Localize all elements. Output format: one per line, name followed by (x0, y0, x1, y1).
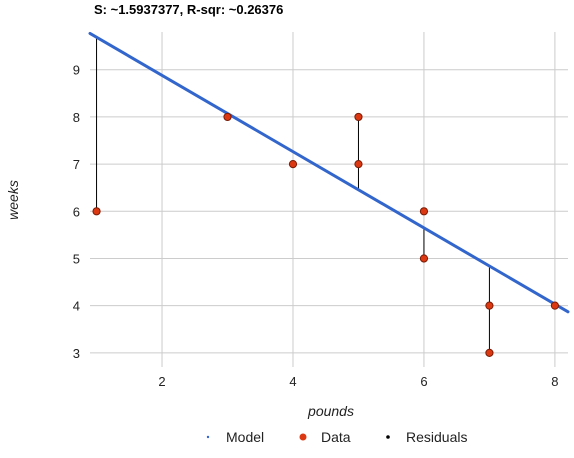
legend-marker (299, 433, 307, 441)
model-layer (88, 31, 570, 314)
x-tick-label: 8 (551, 374, 558, 389)
data-points-layer (92, 112, 560, 357)
y-tick-label: 4 (73, 299, 80, 314)
data-point (550, 301, 560, 310)
y-tick-label: 9 (73, 63, 80, 78)
data-point (223, 112, 232, 122)
y-tick-label: 3 (73, 346, 80, 361)
y-tick-label: 5 (73, 251, 80, 266)
residuals-layer (96, 37, 556, 353)
data-point (485, 348, 494, 357)
legend-label: Data (321, 429, 351, 445)
data-point (92, 207, 101, 216)
x-tick-label: 2 (158, 374, 165, 389)
legend-label: Residuals (406, 429, 467, 445)
x-tick-label: 4 (289, 374, 296, 389)
x-tick-label: 6 (420, 374, 427, 389)
tick-labels: 3 4 5 6 7 8 9 2 4 6 8 (73, 63, 559, 389)
data-point (419, 254, 429, 263)
data-point (354, 160, 363, 169)
data-point (354, 112, 363, 122)
data-point (288, 160, 298, 169)
x-axis-title: pounds (307, 403, 354, 419)
y-tick-label: 7 (73, 157, 80, 172)
data-point (485, 301, 494, 310)
legend: Model Data Residuals (206, 429, 467, 445)
data-point (419, 207, 429, 216)
y-axis-title: weeks (5, 180, 21, 220)
legend-label: Model (226, 429, 264, 445)
legend-marker (206, 435, 210, 439)
y-tick-label: 8 (73, 110, 80, 125)
legend-marker (386, 435, 390, 439)
model-line (88, 31, 570, 314)
y-tick-label: 6 (73, 204, 80, 219)
grid (90, 32, 568, 367)
chart-title: S: ~1.5937377, R-sqr: ~0.26376 (94, 2, 284, 17)
